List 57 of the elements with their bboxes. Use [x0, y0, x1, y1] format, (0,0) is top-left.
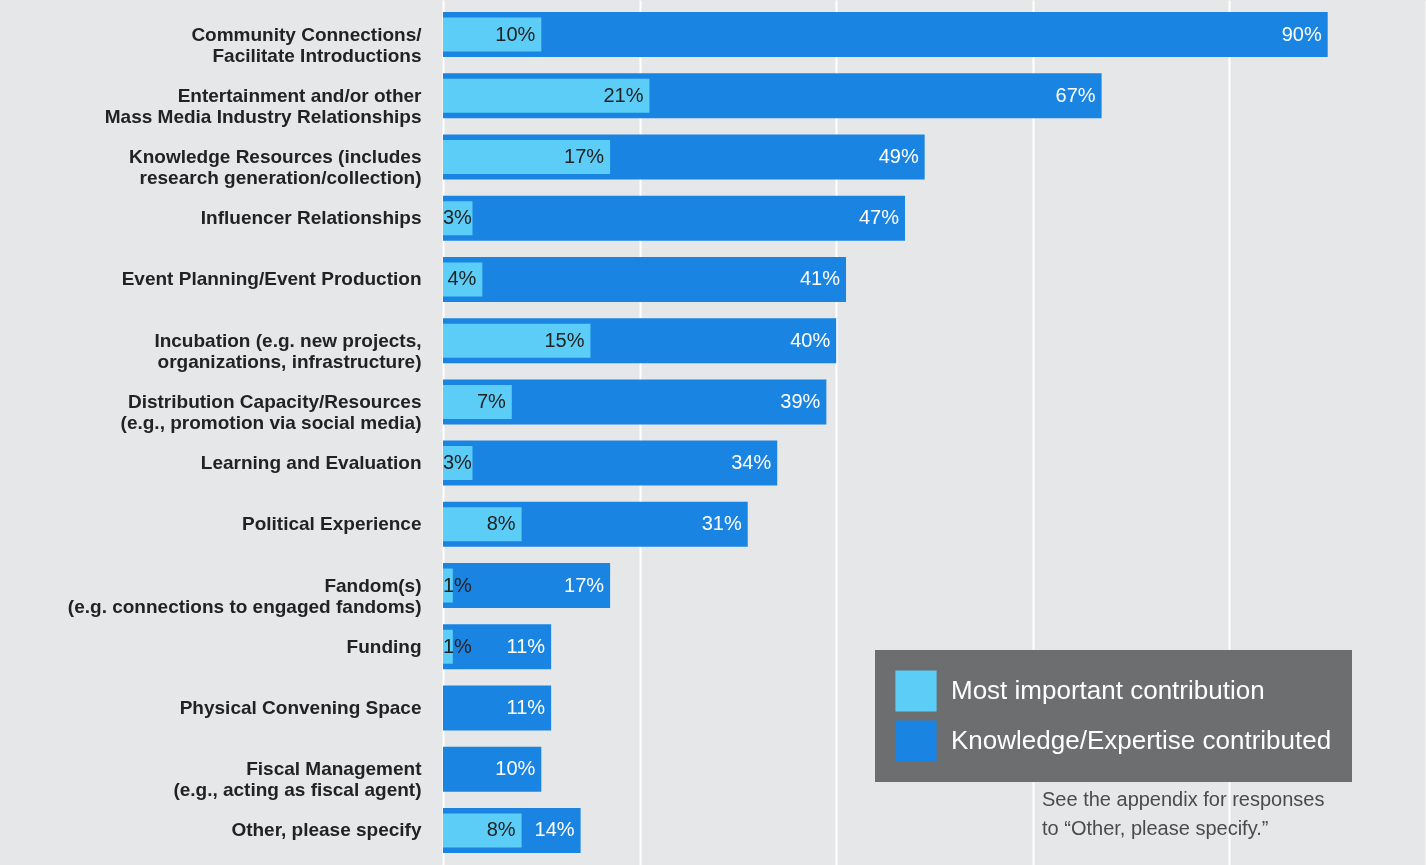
data-label: 8%: [486, 818, 516, 841]
y-tick-label: Community Connections/ Facilitate Introductions: [191, 23, 423, 66]
data-label: 90%: [1281, 22, 1322, 45]
bar: [443, 384, 512, 419]
data-label: 40%: [790, 328, 831, 351]
bar: [443, 195, 906, 241]
bar: [443, 746, 542, 792]
y-tick-label: Incubation (e.g. new projects, organizations, infrastructure): [154, 329, 422, 372]
y-tick-label: Fandom(s) (e.g. connections to engaged fandoms): [67, 574, 422, 617]
data-label: 47%: [858, 206, 900, 229]
bar: [443, 17, 542, 52]
data-label: 39%: [780, 389, 821, 412]
data-label: 8%: [486, 512, 516, 535]
y-tick-label: Fiscal Management (e.g., acting as fiscal agent): [173, 758, 423, 801]
y-tick-label: Entertainment and/or other Mass Media Industry Relationships: [104, 84, 423, 127]
y-tick-label: Influencer Relationships: [200, 207, 422, 229]
y-tick-label: Other, please specify: [231, 819, 422, 841]
data-label: 1%: [443, 634, 473, 657]
data-label: 67%: [1055, 83, 1096, 106]
data-label: 17%: [564, 145, 605, 168]
bar: [443, 12, 1328, 58]
y-tick-label: Funding: [346, 635, 422, 657]
bar: [443, 78, 650, 113]
bar: [443, 140, 611, 175]
bar: [443, 440, 778, 486]
data-label: 15%: [544, 328, 585, 351]
data-label: 10%: [495, 22, 536, 45]
y-tick-label: Distribution Capacity/Resources (e.g., promotion via social media): [120, 390, 422, 433]
data-label: 11%: [506, 634, 546, 657]
y-tick-label: Learning and Evaluation: [200, 452, 422, 474]
data-label: 11%: [506, 695, 546, 718]
y-tick-label: Physical Convening Space: [179, 696, 422, 718]
legend-label: Most important contribution: [951, 675, 1265, 705]
bar: [443, 507, 522, 542]
data-label: 34%: [731, 451, 772, 474]
data-label: 17%: [564, 573, 605, 596]
data-label: 10%: [495, 757, 536, 780]
bar: [443, 813, 522, 848]
data-label: 21%: [603, 83, 644, 106]
data-label: 49%: [878, 145, 919, 168]
data-label: 7%: [476, 389, 507, 412]
legend-label: Knowledge/Expertise contributed: [951, 725, 1332, 755]
annotation: See the appendix for responses to “Other, please specify.”: [1042, 788, 1325, 839]
data-label: 1%: [443, 573, 473, 596]
y-tick-label: Event Planning/Event Production: [121, 268, 422, 290]
y-tick-label: Political Experience: [241, 513, 422, 535]
data-label: 41%: [800, 267, 841, 290]
bar: [443, 256, 847, 302]
bar: [443, 323, 591, 358]
y-tick-label: Knowledge Resources (includes research generation/collection): [129, 146, 422, 189]
bar: [443, 685, 552, 731]
data-label: 14%: [534, 818, 575, 841]
data-label: 3%: [443, 206, 473, 229]
data-label: 3%: [443, 451, 473, 474]
bar: [443, 563, 611, 609]
data-label: 31%: [701, 512, 742, 535]
data-label: 4%: [447, 267, 477, 290]
